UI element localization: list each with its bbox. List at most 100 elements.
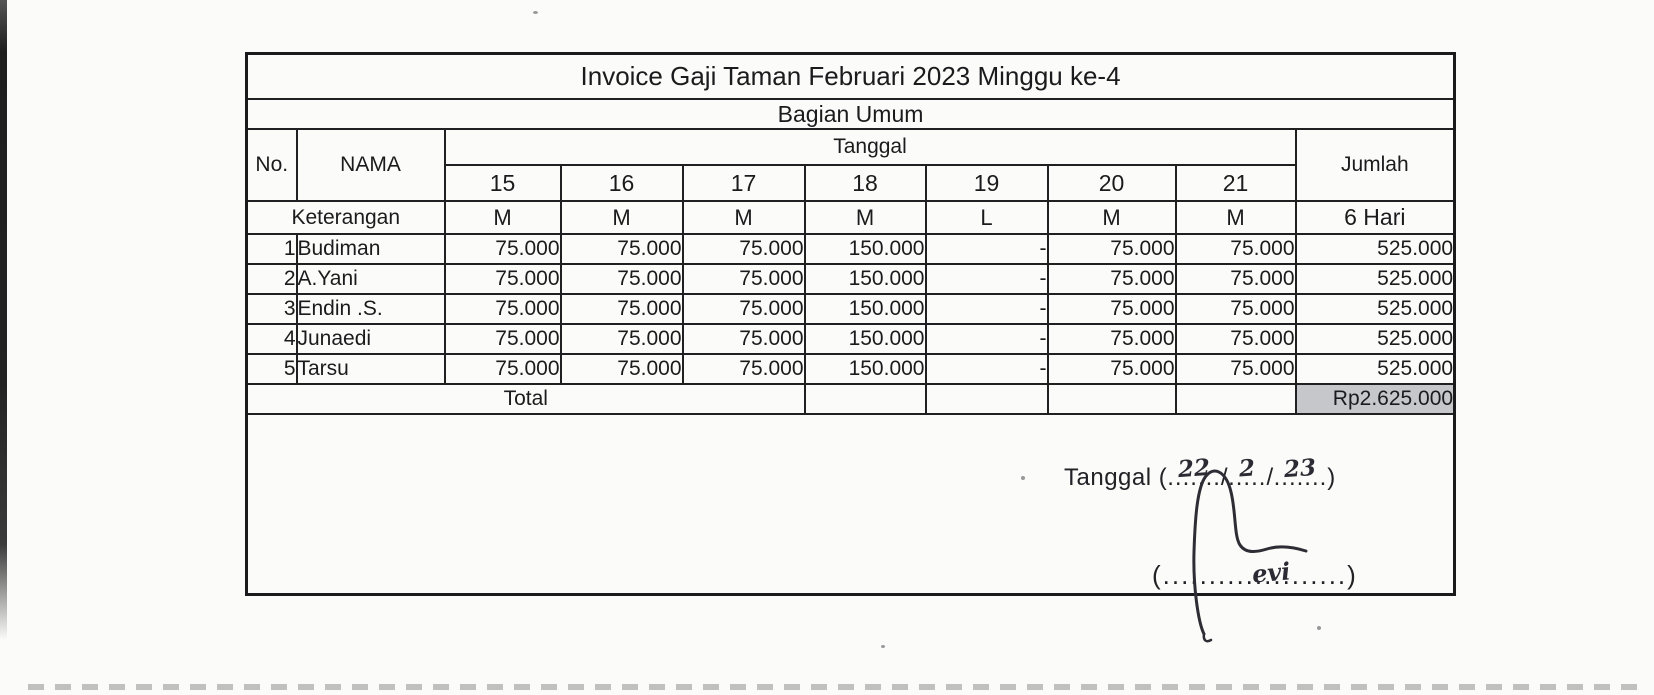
- daily-wage-cell: 75.000: [1174, 323, 1297, 355]
- row-number: 4: [245, 323, 298, 355]
- title-row: Invoice Gaji Taman Februari 2023 Minggu …: [245, 52, 1456, 100]
- worker-name: Endin .S.: [295, 293, 446, 325]
- row-sum: 525.000: [1294, 353, 1456, 385]
- daily-wage-cell: 75.000: [681, 233, 806, 265]
- daily-wage-cell: -: [924, 233, 1049, 265]
- total-empty-cell: [803, 383, 927, 415]
- scan-speck: [1317, 626, 1321, 630]
- total-empty-cell: [1046, 383, 1177, 415]
- date-column-header: 15: [443, 164, 562, 202]
- keterangan-value-cell: M: [1046, 200, 1177, 235]
- col-header-jumlah: Jumlah: [1294, 128, 1456, 202]
- col-header-no: No.: [245, 128, 298, 202]
- keterangan-value-cell: M: [1174, 200, 1297, 235]
- daily-wage-cell: 75.000: [559, 353, 684, 385]
- daily-wage-cell: -: [924, 323, 1049, 355]
- keterangan-sum: 6 Hari: [1294, 200, 1456, 235]
- signature-date-line: Tanggal (22 ......./2 ...../23.......): [1064, 453, 1336, 492]
- col-header-tanggal: Tanggal: [443, 128, 1297, 166]
- date-header-row: 15 16 17 18 19 20 21: [247, 164, 1455, 202]
- daily-wage-cell: 150.000: [803, 233, 927, 265]
- worker-name: Budiman: [295, 233, 446, 265]
- daily-wage-cell: -: [924, 353, 1049, 385]
- worker-name: Junaedi: [295, 323, 446, 355]
- data-row: 2 A.Yani 75.000 75.000 75.000 150.000-75.000 7…: [245, 263, 1456, 295]
- daily-wage-cell: 75.000: [443, 353, 562, 385]
- data-row: 5 Tarsu 75.000 75.000 75.000 150.000-75.000 75…: [245, 353, 1456, 385]
- total-empty-cell: [1174, 383, 1297, 415]
- row-number: 5: [245, 353, 298, 385]
- daily-wage-cell: -: [924, 293, 1049, 325]
- invoice-title: Invoice Gaji Taman Februari 2023 Minggu …: [245, 52, 1456, 100]
- grand-total-value: Rp2.625.000: [1294, 383, 1456, 415]
- total-label: Total: [245, 383, 806, 415]
- daily-wage-cell: 75.000: [681, 323, 806, 355]
- keterangan-value-cell: M: [559, 200, 684, 235]
- month-placeholder: 2.....: [1228, 454, 1267, 491]
- daily-wage-cell: 75.000: [1046, 323, 1177, 355]
- row-number: 3: [245, 293, 298, 325]
- daily-wage-cell: 75.000: [559, 233, 684, 265]
- keterangan-value-cell: L: [924, 200, 1049, 235]
- daily-wage-cell: 75.000: [1046, 293, 1177, 325]
- daily-wage-cell: 75.000: [681, 353, 806, 385]
- scan-edge-artifact-left: [0, 0, 7, 640]
- daily-wage-cell: 75.000: [443, 233, 562, 265]
- keterangan-label: Keterangan: [245, 200, 446, 235]
- daily-wage-cell: 150.000: [803, 353, 927, 385]
- daily-wage-cell: 75.000: [443, 263, 562, 295]
- date-column-header: 21: [1174, 164, 1297, 202]
- col-header-nama: NAMA: [295, 128, 446, 202]
- scan-speck: [533, 11, 538, 14]
- daily-wage-cell: 75.000: [1046, 353, 1177, 385]
- invoice-subtitle: Bagian Umum: [245, 98, 1456, 130]
- date-column-header: 16: [559, 164, 684, 202]
- scan-edge-artifact-bottom: [28, 684, 1642, 690]
- row-number: 2: [245, 263, 298, 295]
- daily-wage-cell: 150.000: [803, 293, 927, 325]
- daily-wage-cell: 75.000: [559, 323, 684, 355]
- keterangan-value-cell: M: [803, 200, 927, 235]
- year-placeholder: 23.......: [1273, 453, 1328, 491]
- signature-area-cell: [245, 413, 1456, 596]
- daily-wage-cell: 75.000: [1046, 233, 1177, 265]
- date-column-header: 19: [924, 164, 1049, 202]
- row-sum: 525.000: [1294, 263, 1456, 295]
- total-empty-cell: [924, 383, 1049, 415]
- daily-wage-cell: 75.000: [443, 323, 562, 355]
- invoice-table: Invoice Gaji Taman Februari 2023 Minggu …: [245, 52, 1457, 596]
- date-column-header: 20: [1046, 164, 1177, 202]
- header-row-group: No. NAMA Tanggal Jumlah: [245, 128, 1456, 202]
- row-sum: 525.000: [1294, 293, 1456, 325]
- total-row: Total Rp2.625.000: [245, 383, 1456, 415]
- keterangan-value-cell: M: [681, 200, 806, 235]
- tanggal-label: Tanggal (: [1064, 464, 1168, 491]
- handwritten-signature-flourish: [1192, 469, 1308, 643]
- row-number: 1: [245, 233, 298, 265]
- worker-name: Tarsu: [295, 353, 446, 385]
- daily-wage-cell: 75.000: [1174, 263, 1297, 295]
- daily-wage-cell: 75.000: [1174, 353, 1297, 385]
- row-sum: 525.000: [1294, 233, 1456, 265]
- date-slash: /: [1266, 464, 1274, 491]
- daily-wage-cell: 75.000: [1174, 293, 1297, 325]
- daily-wage-cell: 75.000: [1046, 263, 1177, 295]
- worker-name: A.Yani: [295, 263, 446, 295]
- daily-wage-cell: 150.000: [803, 263, 927, 295]
- daily-wage-cell: -: [924, 263, 1049, 295]
- tanggal-close-paren: ): [1327, 464, 1336, 491]
- signature-area-row: [245, 413, 1456, 596]
- daily-wage-cell: 75.000: [443, 293, 562, 325]
- daily-wage-cell: 75.000: [559, 263, 684, 295]
- data-row: 1 Budiman 75.000 75.000 75.000 150.000-75.000…: [245, 233, 1456, 265]
- daily-wage-cell: 75.000: [681, 263, 806, 295]
- daily-wage-cell: 150.000: [803, 323, 927, 355]
- date-column-header: 17: [681, 164, 806, 202]
- subtitle-row: Bagian Umum: [245, 98, 1456, 130]
- daily-wage-cell: 75.000: [681, 293, 806, 325]
- keterangan-value-cell: M: [443, 200, 562, 235]
- daily-wage-cell: 75.000: [559, 293, 684, 325]
- row-sum: 525.000: [1294, 323, 1456, 355]
- scan-speck: [881, 645, 885, 648]
